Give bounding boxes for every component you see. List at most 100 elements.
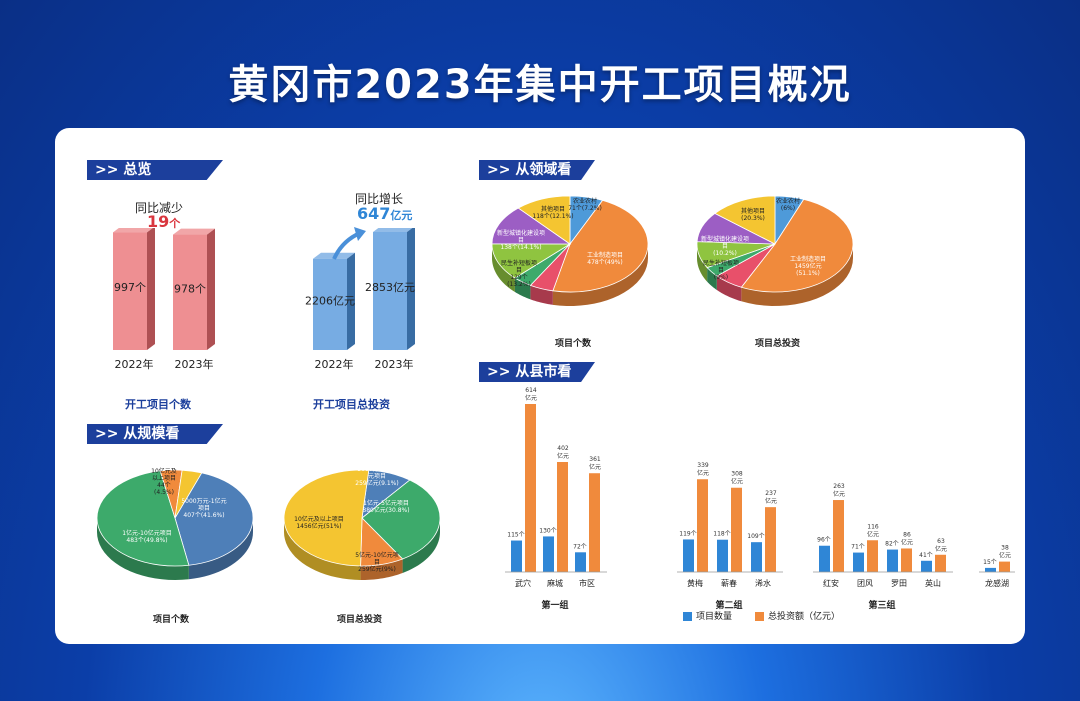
- county-invest-bar-0: [525, 404, 536, 572]
- invest-delta-unit: 亿元: [390, 209, 413, 222]
- invest-bar-label-1: 2853亿元: [365, 281, 415, 294]
- county-count-label-2: 72个: [573, 543, 587, 550]
- count-delta: 19个: [147, 212, 180, 231]
- scale-count-label-1-value: 483个(49.8%): [126, 537, 168, 544]
- invest-bar-1: [373, 228, 415, 350]
- domain-invest-label-6: 其他项目 (20.3%): [731, 208, 775, 222]
- county-count-bar-0: [511, 540, 522, 572]
- county-count-label-8: 82个: [885, 541, 899, 548]
- scale-invest-label-3: 10亿元及以上项目 1456亿元(51%): [291, 516, 347, 530]
- county-invest-bar-5: [765, 507, 776, 572]
- domain-invest-label-6-name: 其他项目: [740, 208, 765, 215]
- county-invest-label-8: 86: [903, 531, 911, 538]
- section-overview: >> 总览: [87, 160, 223, 180]
- domain-invest-label-1-name: 工业制造项目: [789, 256, 826, 263]
- count-delta-unit: 个: [169, 217, 181, 230]
- county-name-4: 蕲春: [721, 578, 737, 588]
- count-bar-label-1: 978个: [174, 282, 206, 295]
- county-count-label-6: 96个: [817, 537, 831, 544]
- domain-count-pie: [491, 195, 649, 306]
- count-bar-label-0: 997个: [114, 281, 146, 294]
- count-bar-chart: 997个 2022年 978个 2023年: [113, 228, 215, 371]
- county-invest-bar-9: [935, 554, 946, 572]
- count-bar-1: [173, 228, 215, 350]
- county-invest-unit-7: 亿元: [867, 530, 879, 538]
- count-year-0: 2022年: [115, 357, 154, 371]
- county-invest-label-0: 614: [525, 387, 537, 394]
- content-panel: >> 总览 同比减少 19个 997个 2022年 978个 2023年 开工项目个数…: [55, 128, 1025, 644]
- domain-count-label-0-value: 71个(7.2%): [568, 205, 602, 212]
- domain-invest-caption: 项目总投资: [755, 339, 801, 349]
- domain-invest-label-1: 工业制造项目 1459亿元(51.1%): [785, 256, 831, 277]
- scale-count-label-0: 5000万元-1亿元项目 407个(41.6%): [180, 498, 228, 519]
- domain-count-label-1-value: 478个(49%): [587, 259, 623, 266]
- county-count-bar-9: [921, 560, 932, 572]
- scale-invest-label-3-name: 10亿元及以上项目: [294, 516, 344, 523]
- county-count-label-4: 118个: [713, 531, 730, 538]
- domain-invest-label-0: 农业农村 (6%): [773, 198, 803, 212]
- scale-invest-label-1-name: 1亿元-5亿元项目: [363, 500, 409, 507]
- county-name-0: 武穴: [515, 578, 531, 588]
- domain-count-label-4-name: 民生补短板项目: [500, 260, 537, 274]
- county-count-bar-10: [985, 567, 996, 572]
- scale-count-label-0-name: 5000万元-1亿元项目: [181, 498, 227, 512]
- page-title: 黄冈市2023年集中开工项目概况: [228, 62, 852, 108]
- scale-count-slice-0: [174, 472, 254, 566]
- domain-count-label-4: 民生补短板项目 129个(13.2%): [499, 260, 539, 288]
- county-count-bar-6: [819, 545, 830, 572]
- scale-invest-label-2-value: 259亿元(9%): [358, 566, 396, 573]
- county-name-2: 市区: [579, 578, 595, 588]
- county-name-7: 团风: [857, 579, 873, 588]
- county-invest-bar-1: [557, 462, 568, 572]
- county-count-bar-7: [853, 552, 864, 572]
- domain-invest-label-4: 民生补短板项目 (9%): [701, 260, 741, 281]
- domain-invest-slice-1: [740, 198, 854, 293]
- county-invest-unit-10: 亿元: [999, 552, 1011, 560]
- county-invest-label-3: 339: [697, 462, 709, 469]
- county-invest-label-7: 116: [867, 523, 879, 530]
- domain-count-label-6-value: 118个(12.1%): [532, 213, 574, 220]
- scale-count-slice-1: [96, 470, 190, 567]
- domain-count-label-1: 工业制造项目 478个(49%): [583, 252, 627, 266]
- county-invest-unit-8: 亿元: [901, 538, 913, 546]
- domain-invest-label-5: 新型城镇化建设项目 (10.2%): [699, 236, 751, 257]
- scale-invest-label-1: 1亿元-5亿元项目 880亿元(30.8%): [361, 500, 411, 514]
- county-invest-bar-6: [833, 500, 844, 572]
- domain-count-slice-4: [491, 243, 572, 279]
- scale-invest-label-0-name: 5000万元-1亿元项目: [357, 466, 397, 480]
- section-county: >> 从县市看: [479, 362, 595, 382]
- invest-bar-label-0: 2206亿元: [305, 294, 355, 307]
- county-invest-unit-2: 亿元: [589, 463, 601, 471]
- domain-count-slice-5: [491, 207, 572, 245]
- county-invest-label-2: 361: [589, 456, 601, 463]
- county-invest-unit-3: 亿元: [697, 469, 709, 477]
- county-name-5: 浠水: [755, 578, 771, 588]
- scale-invest-label-2: 5亿元-10亿元项目 259亿元(9%): [355, 552, 399, 573]
- invest-delta: 647亿元: [357, 204, 412, 223]
- scale-count-caption: 项目个数: [153, 615, 190, 625]
- domain-count-slice-1: [552, 199, 649, 293]
- scale-invest-label-0: 5000万元-1亿元项目 259亿元(9.1%): [355, 466, 399, 487]
- scale-invest-caption: 项目总投资: [337, 615, 383, 625]
- legend-invest-swatch: [755, 612, 764, 621]
- county-count-bar-1: [543, 536, 554, 572]
- domain-invest-label-5-name: 新型城镇化建设项目: [700, 236, 749, 250]
- domain-invest-label-6-value: (20.3%): [741, 215, 765, 222]
- invest-year-0: 2022年: [315, 357, 354, 371]
- scale-invest-label-0-value: 259亿元(9.1%): [355, 480, 399, 487]
- domain-count-label-6: 其他项目 118个(12.1%): [531, 206, 575, 220]
- scale-count-label-1: 1亿元-10亿元项目 483个(49.8%): [117, 530, 177, 544]
- county-invest-label-6: 263: [833, 483, 845, 490]
- scale-count-label-1-name: 1亿元-10亿元项目: [122, 530, 172, 537]
- domain-count-label-5: 新型城镇化建设项目 138个(14.1%): [495, 230, 547, 251]
- count-caption: 开工项目个数: [125, 398, 191, 411]
- domain-count-label-1-name: 工业制造项目: [586, 252, 623, 259]
- domain-invest-pie: [696, 195, 854, 306]
- invest-delta-label: 同比增长: [355, 192, 404, 206]
- scale-count-slice-3: [174, 469, 203, 519]
- domain-count-label-5-name: 新型城镇化建设项目: [496, 230, 545, 244]
- domain-count-label-4-value: 129个(13.2%): [507, 274, 531, 288]
- county-name-6: 红安: [823, 578, 839, 588]
- scale-count-label-2-name: 10亿元及以上项目: [151, 468, 177, 482]
- county-name-10: 龙感湖: [985, 578, 1009, 588]
